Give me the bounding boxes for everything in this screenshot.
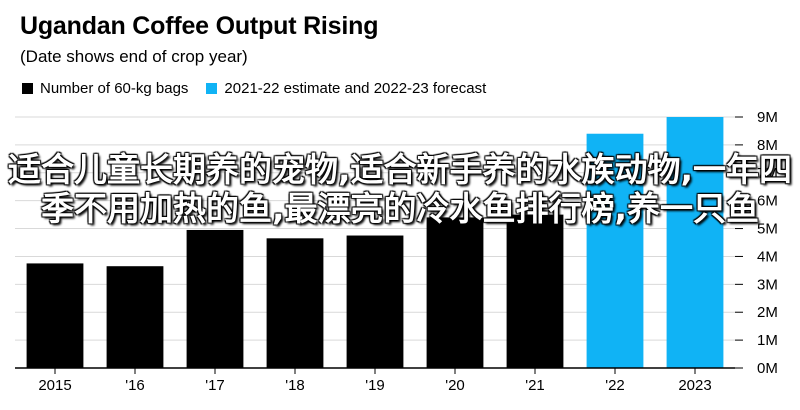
bar-6 [506, 214, 564, 368]
bar-3 [266, 238, 324, 368]
x-tick-label: '22 [605, 377, 625, 394]
x-tick-label: '19 [365, 377, 385, 394]
x-tick-label: '21 [525, 377, 545, 394]
chart-title: Ugandan Coffee Output Rising [20, 12, 379, 40]
legend-swatch-actual [22, 83, 33, 94]
y-tick-label: 4M [757, 248, 778, 265]
legend-item-actual: Number of 60-kg bags [22, 80, 188, 97]
y-tick-label: 8M [757, 137, 778, 154]
x-tick-label: '16 [125, 377, 145, 394]
y-tick-label: 5M [757, 221, 778, 238]
x-tick-label: '18 [285, 377, 305, 394]
bar-2 [186, 229, 244, 368]
y-tick-label: 7M [757, 165, 778, 182]
y-tick-label: 0M [757, 360, 778, 377]
y-tick-label: 6M [757, 193, 778, 210]
legend-item-forecast: 2021-22 estimate and 2022-23 forecast [206, 80, 486, 97]
bar-8 [666, 117, 724, 368]
legend: Number of 60-kg bags 2021-22 estimate an… [22, 80, 504, 97]
y-tick-label: 2M [757, 304, 778, 321]
legend-label-forecast: 2021-22 estimate and 2022-23 forecast [224, 80, 487, 97]
x-tick-label: 2023 [678, 377, 711, 394]
y-axis: 0M 1M 2M 3M 4M 5M 6M 7M 8M 9M [735, 109, 778, 377]
x-tick-label: 2015 [38, 377, 71, 394]
bar-4 [346, 235, 404, 368]
y-tick-label: 1M [757, 332, 778, 349]
bar-1 [106, 266, 164, 368]
y-tick-label: 3M [757, 276, 778, 293]
bars [26, 117, 724, 368]
bar-0 [26, 263, 84, 368]
legend-label-actual: Number of 60-kg bags [40, 80, 189, 97]
y-tick-label: 9M [757, 109, 778, 126]
x-axis: 2015 '16 '17 '18 '19 '20 '21 '22 2023 [15, 367, 735, 394]
x-tick-label: '17 [205, 377, 225, 394]
legend-swatch-forecast [206, 83, 218, 94]
bar-7 [586, 133, 644, 368]
bar-5 [426, 217, 484, 368]
chart-subtitle: (Date shows end of crop year) [20, 47, 248, 66]
x-tick-label: '20 [445, 377, 465, 394]
